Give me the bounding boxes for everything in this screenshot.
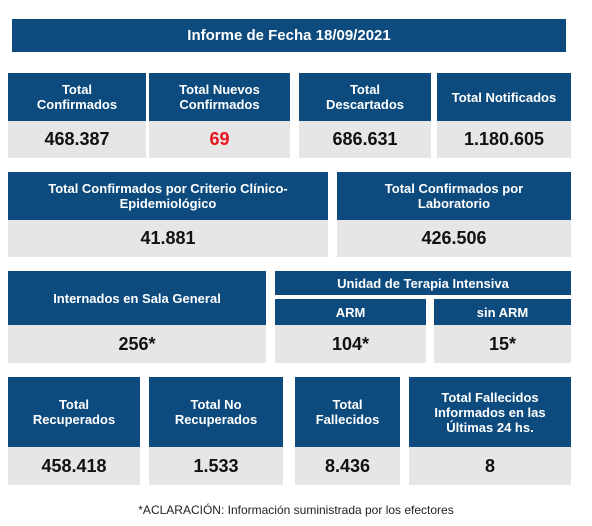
total-notificados-label: Total Notificados [437, 73, 571, 121]
total-recuperados-value: 458.418 [8, 447, 140, 485]
total-confirmados-value: 468.387 [8, 121, 146, 158]
total-notificados-value: 1.180.605 [437, 121, 571, 158]
sala-general-value: 256* [8, 325, 266, 363]
uti-arm-value: 104* [275, 325, 426, 363]
sala-general-label: Internados en Sala General [8, 271, 266, 325]
uti-sin-arm-label: sin ARM [434, 299, 571, 325]
total-confirmados-label: Total Confirmados [8, 73, 146, 121]
fallecidos-24h-label: Total Fallecidos Informados en las Últim… [409, 377, 571, 447]
total-descartados-value: 686.631 [299, 121, 431, 158]
total-fallecidos-label: Total Fallecidos [295, 377, 400, 447]
fallecidos-24h-value: 8 [409, 447, 571, 485]
criterio-clinico-value: 41.881 [8, 220, 328, 257]
uti-header: Unidad de Terapia Intensiva [275, 271, 571, 295]
laboratorio-label: Total Confirmados por Laboratorio [337, 172, 571, 220]
total-fallecidos-value: 8.436 [295, 447, 400, 485]
total-no-recuperados-value: 1.533 [149, 447, 283, 485]
footnote: *ACLARACIÓN: Información suministrada po… [138, 503, 454, 517]
laboratorio-value: 426.506 [337, 220, 571, 257]
criterio-clinico-label: Total Confirmados por Criterio Clínico-E… [8, 172, 328, 220]
report-title: Informe de Fecha 18/09/2021 [12, 19, 566, 52]
total-no-recuperados-label: Total No Recuperados [149, 377, 283, 447]
uti-sin-arm-value: 15* [434, 325, 571, 363]
total-nuevos-confirmados-value: 69 [149, 121, 290, 158]
uti-arm-label: ARM [275, 299, 426, 325]
total-descartados-label: Total Descartados [299, 73, 431, 121]
total-nuevos-confirmados-label: Total Nuevos Confirmados [149, 73, 290, 121]
total-recuperados-label: Total Recuperados [8, 377, 140, 447]
